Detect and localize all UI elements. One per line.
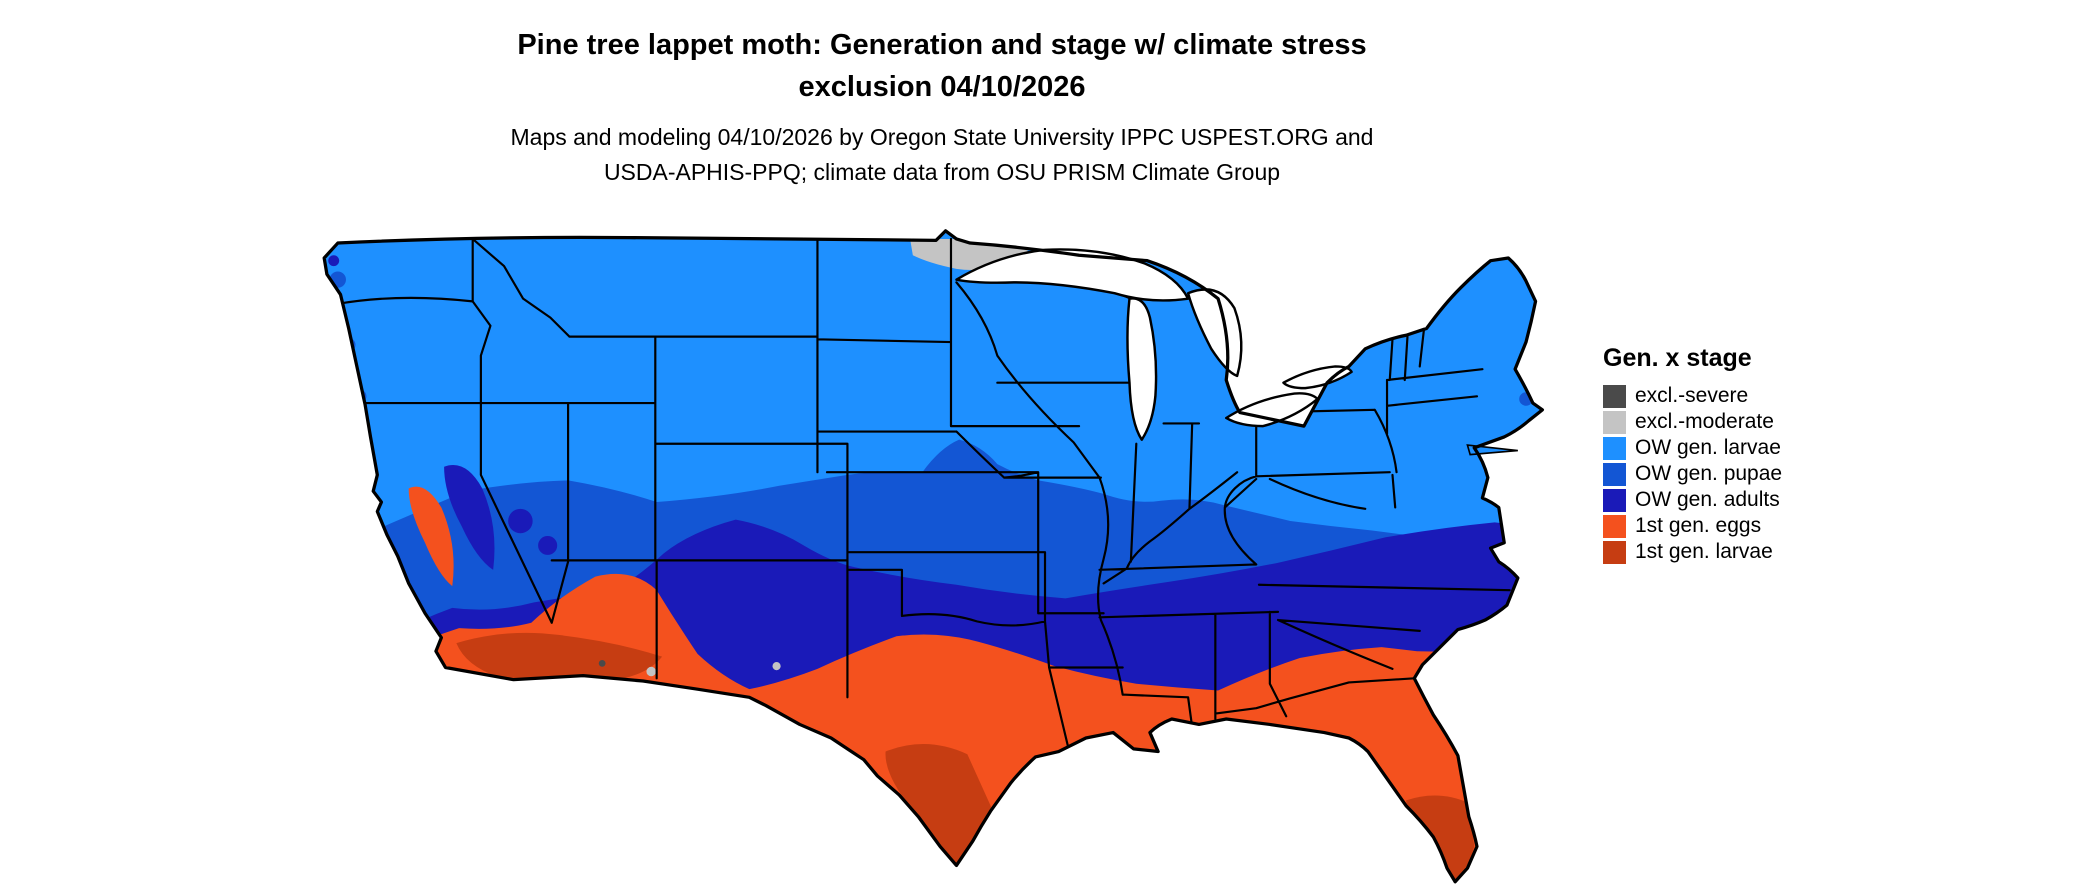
legend-swatch-ow-adults <box>1603 488 1626 512</box>
zone-gen1-larvae-socal-coast <box>405 643 423 660</box>
zone-ow-adults-sierra <box>444 465 495 570</box>
legend-swatch-ow-pupae <box>1603 462 1626 486</box>
map-subtitle: Maps and modeling 04/10/2026 by Oregon S… <box>0 120 1884 189</box>
legend-swatch-gen1-larvae <box>1603 540 1626 564</box>
legend-label-excl-moderate: excl.-moderate <box>1635 410 1774 433</box>
zone-ow-adults-south-nevada-1 <box>508 508 533 534</box>
legend-label-excl-severe: excl.-severe <box>1635 384 1749 407</box>
legend-item-gen1-eggs: 1st gen. eggs <box>1603 513 1782 539</box>
legend-item-gen1-larvae: 1st gen. larvae <box>1603 539 1782 565</box>
legend-swatch-excl-severe <box>1603 384 1626 408</box>
map-title-line2: exclusion 04/10/2026 <box>798 71 1086 104</box>
zone-excl-moderate-fleck-1 <box>646 666 656 677</box>
legend-item-excl-moderate: excl.-moderate <box>1603 409 1782 435</box>
usa-outline <box>322 229 1545 884</box>
legend-item-ow-pupae: OW gen. pupae <box>1603 461 1782 487</box>
legend-swatch-excl-moderate <box>1603 410 1626 434</box>
lake-michigan <box>1126 297 1158 441</box>
legend-swatch-gen1-eggs <box>1603 514 1626 538</box>
legend-label-ow-adults: OW gen. adults <box>1635 488 1780 511</box>
state-borders <box>335 237 1511 754</box>
legend-item-excl-severe: excl.-severe <box>1603 383 1782 409</box>
usa-choropleth-map <box>316 220 1556 892</box>
map-subtitle-line2: USDA-APHIS-PPQ; climate data from OSU PR… <box>603 158 1281 185</box>
zone-gen1-larvae-southwest-desert <box>456 632 663 682</box>
usa-map-svg <box>322 229 1545 884</box>
zone-excl-moderate-fleck-2 <box>772 662 781 671</box>
map-title-line1: Pine tree lappet moth: Generation and st… <box>517 29 1367 61</box>
zone-excl-severe-fleck <box>598 660 606 667</box>
lake-ontario <box>1282 365 1353 390</box>
legend-item-ow-adults: OW gen. adults <box>1603 487 1782 513</box>
zone-gen1-larvae-south-florida <box>1406 795 1475 882</box>
legend-item-ow-larvae: OW gen. larvae <box>1603 435 1782 461</box>
legend-label-ow-larvae: OW gen. larvae <box>1635 436 1781 459</box>
zone-gen1-larvae-south-texas <box>885 744 992 866</box>
legend-swatch-ow-larvae <box>1603 436 1626 460</box>
legend-title: Gen. x stage <box>1603 344 1752 372</box>
legend-label-ow-pupae: OW gen. pupae <box>1635 462 1783 485</box>
zone-gen1-eggs-central-valley <box>408 486 454 587</box>
map-subtitle-line1: Maps and modeling 04/10/2026 by Oregon S… <box>510 124 1374 150</box>
legend: Gen. x stage excl.-severe excl.-moderate… <box>1603 344 1782 565</box>
long-island <box>1466 444 1518 456</box>
legend-label-gen1-larvae: 1st gen. larvae <box>1635 540 1773 563</box>
zone-ow-adults-south-nevada-2 <box>538 535 558 555</box>
legend-label-gen1-eggs: 1st gen. eggs <box>1635 514 1762 537</box>
map-title: Pine tree lappet moth: Generation and st… <box>0 24 1884 108</box>
zone-ow-adults-olympic <box>328 255 340 267</box>
